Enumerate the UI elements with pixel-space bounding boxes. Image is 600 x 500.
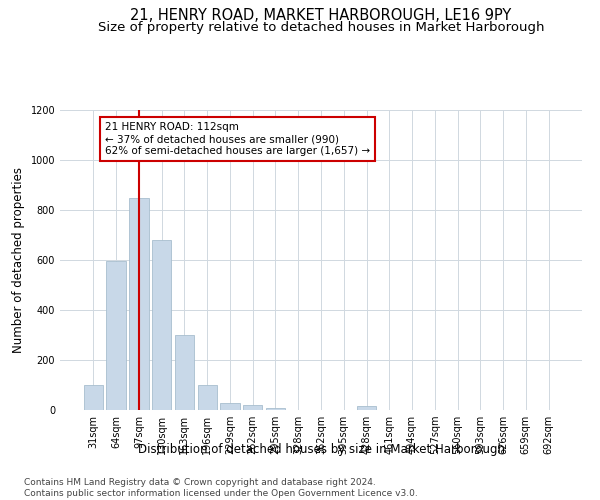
Text: Size of property relative to detached houses in Market Harborough: Size of property relative to detached ho…	[98, 21, 544, 34]
Bar	[175, 335, 194, 410]
Bar	[243, 404, 262, 410]
Bar	[197, 385, 217, 410]
Text: 21, HENRY ROAD, MARKET HARBOROUGH, LE16 9PY: 21, HENRY ROAD, MARKET HARBOROUGH, LE16 …	[130, 8, 512, 22]
Text: Contains HM Land Registry data © Crown copyright and database right 2024.
Contai: Contains HM Land Registry data © Crown c…	[24, 478, 418, 498]
Text: Distribution of detached houses by size in Market Harborough: Distribution of detached houses by size …	[137, 442, 505, 456]
Bar	[266, 408, 285, 410]
Bar	[152, 240, 172, 410]
Bar	[129, 198, 149, 410]
Bar	[220, 402, 239, 410]
Text: 21 HENRY ROAD: 112sqm
← 37% of detached houses are smaller (990)
62% of semi-det: 21 HENRY ROAD: 112sqm ← 37% of detached …	[105, 122, 370, 156]
Bar	[84, 385, 103, 410]
Y-axis label: Number of detached properties: Number of detached properties	[12, 167, 25, 353]
Bar	[357, 406, 376, 410]
Bar	[106, 261, 126, 410]
